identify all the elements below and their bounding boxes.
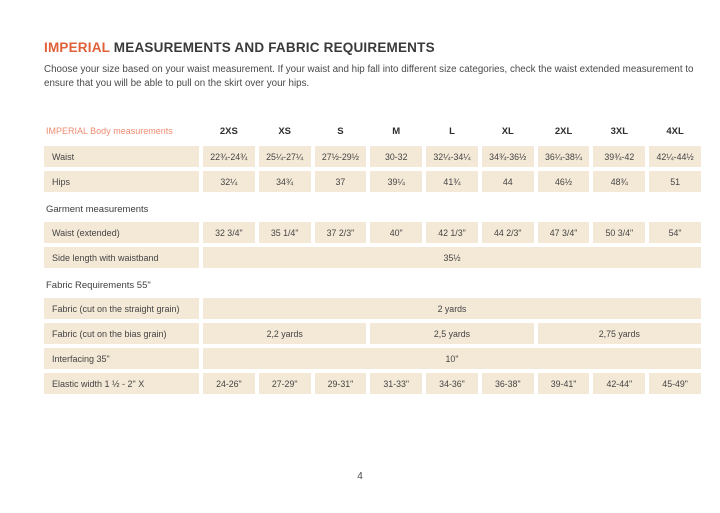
size-column-header: L [449, 125, 455, 137]
table-cell: 32¼ [203, 171, 255, 192]
table-cell: 45-49" [649, 373, 701, 394]
table-cell: 35 1/4" [258, 222, 311, 243]
size-column-header: XS [278, 125, 291, 137]
table-row: Elastic width 1 ½ - 2" X 24-26" 27-29" 29-3… [44, 373, 701, 394]
row-label: Fabric (cut on the bias grain) [44, 323, 199, 344]
table-row: Interfacing 35" 10" [44, 348, 701, 369]
table-cell: 32 3/4" [203, 222, 255, 243]
table-cell: 10" [203, 348, 701, 369]
table-cell: 31-33" [370, 373, 423, 394]
table-cell: 2,2 yards [203, 323, 367, 344]
section-label: Fabric Requirements 55" [46, 279, 151, 291]
section-label: Garment measurements [46, 203, 149, 215]
table-cell: 36¼-38¼ [537, 146, 590, 167]
size-column-header: 4XL [666, 125, 684, 137]
table-cell: 2,5 yards [370, 323, 534, 344]
table-cell: 50 3/4" [593, 222, 646, 243]
size-column-header: S [337, 125, 344, 137]
table-cell: 41¾ [426, 171, 478, 192]
table-cell: 51 [649, 171, 701, 192]
table-cell: 46½ [537, 171, 590, 192]
table-cell: 40" [370, 222, 423, 243]
size-column-header: 3XL [610, 125, 629, 137]
row-label: Elastic width 1 ½ - 2" X [44, 373, 199, 394]
intro-paragraph: Choose your size based on your waist mea… [44, 64, 694, 89]
table-header-label: IMPERIAL Body measurements [46, 126, 173, 136]
page-title: IMPERIAL MEASUREMENTS AND FABRIC REQUIRE… [44, 40, 701, 55]
row-label: Waist (extended) [44, 222, 199, 243]
table-cell: 32¼-34¼ [426, 146, 478, 167]
table-cell: 34-36" [426, 373, 478, 394]
table-cell: 29-31" [314, 373, 367, 394]
page-header: IMPERIAL MEASUREMENTS AND FABRIC REQUIRE… [44, 40, 701, 90]
size-column-header: 2XL [554, 125, 573, 137]
table-row: Waist 22¾-24¾ 25¼-27¼ 27½-29½ 30-32 32¼-34¼ 34… [44, 146, 701, 167]
size-column-header: 2XS [219, 125, 238, 137]
size-column-header: M [392, 125, 401, 137]
table-cell: 44 2/3" [481, 222, 534, 243]
table-row: Hips 32¼ 34¾ 37 39¼ 41¾ 44 46½ 48¾ 51 [44, 171, 701, 192]
table-cell: 22¾-24¾ [203, 146, 255, 167]
table-cell: 2 yards [203, 298, 701, 319]
table-cell: 25¼-27¼ [258, 146, 311, 167]
row-label: Fabric (cut on the straight grain) [44, 298, 199, 319]
table-cell: 30-32 [370, 146, 423, 167]
table-header-row: IMPERIAL Body measurements 2XS XS S M L XL 2XL 3… [44, 122, 701, 140]
row-label: Side length with waistband [44, 247, 199, 268]
section-header-row: Fabric Requirements 55" [44, 272, 701, 298]
table-cell: 42-44" [593, 373, 646, 394]
table-row: Fabric (cut on the straight grain) 2 yard… [44, 298, 701, 319]
table-cell: 35½ [203, 247, 701, 268]
table-cell: 44 [481, 171, 534, 192]
table-cell: 39¼ [370, 171, 423, 192]
section-header-row: Garment measurements [44, 196, 701, 222]
row-label: Interfacing 35" [44, 348, 199, 369]
table-cell: 37 2/3" [314, 222, 367, 243]
page-title-accent: IMPERIAL [44, 40, 110, 55]
table-cell: 27-29" [258, 373, 311, 394]
row-label: Hips [44, 171, 199, 192]
row-label: Waist [44, 146, 199, 167]
table-cell: 27½-29½ [314, 146, 367, 167]
table-cell: 2,75 yards [537, 323, 701, 344]
table-cell: 54" [649, 222, 701, 243]
table-cell: 34¾-36½ [481, 146, 534, 167]
table-row: Waist (extended) 32 3/4" 35 1/4" 37 2/3" 40"… [44, 222, 701, 243]
table-cell: 39-41" [537, 373, 590, 394]
table-cell: 48¾ [593, 171, 646, 192]
table-row: Fabric (cut on the bias grain) 2,2 yards 2… [44, 323, 701, 344]
table-row: Side length with waistband 35½ [44, 247, 701, 268]
page-title-rest: MEASUREMENTS AND FABRIC REQUIREMENTS [109, 40, 435, 55]
table-cell: 39¾-42 [593, 146, 646, 167]
table-cell: 24-26" [203, 373, 255, 394]
table-cell: 37 [314, 171, 367, 192]
table-cell: 36-38" [481, 373, 534, 394]
page-number: 4 [357, 471, 363, 482]
table-cell: 47 3/4" [537, 222, 590, 243]
table-cell: 34¾ [258, 171, 311, 192]
measurements-table: IMPERIAL Body measurements 2XS XS S M L XL 2XL 3… [44, 122, 701, 398]
table-cell: 42¼-44½ [649, 146, 701, 167]
table-cell: 42 1/3" [426, 222, 478, 243]
size-column-header: XL [501, 125, 514, 137]
